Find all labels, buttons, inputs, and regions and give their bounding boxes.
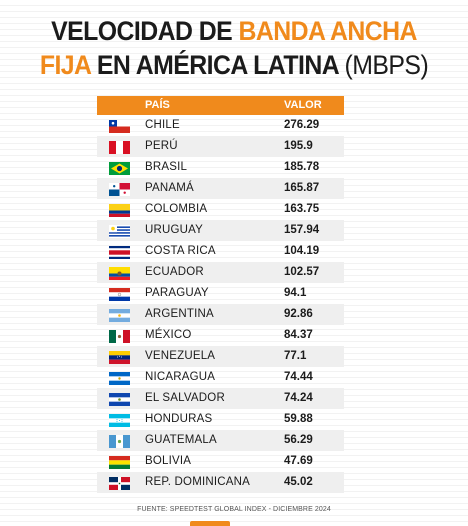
speed-value: 74.44 <box>284 371 313 383</box>
chile-flag-icon <box>109 120 130 133</box>
title-unit: (MBPS) <box>344 50 429 80</box>
country-name: BOLIVIA <box>145 455 192 467</box>
nicaragua-flag-icon <box>109 372 130 385</box>
table-row: CHILE 276.29 <box>97 115 344 136</box>
table-row: COSTA RICA 104.19 <box>97 241 344 262</box>
table-row: BOLIVIA 47.69 <box>97 451 344 472</box>
el-salvador-flag-icon <box>109 393 130 406</box>
bolivia-flag-icon <box>109 456 130 469</box>
table-row: ECUADOR 102.57 <box>97 262 344 283</box>
costa-rica-flag-icon <box>109 246 130 259</box>
table-row: REP. DOMINICANA 45.02 <box>97 472 344 493</box>
table-row: URUGUAY 157.94 <box>97 220 344 241</box>
header-country: PAÍS <box>145 99 170 111</box>
title-part: EN AMÉRICA LATINA <box>90 50 345 80</box>
source-note: FUENTE: SPEEDTEST GLOBAL INDEX - DICIEMB… <box>137 506 331 513</box>
country-name: EL SALVADOR <box>145 392 225 404</box>
paraguay-flag-icon <box>109 288 130 301</box>
country-name: ECUADOR <box>145 266 204 278</box>
country-name: GUATEMALA <box>145 434 217 446</box>
table-row: BRASIL 185.78 <box>97 157 344 178</box>
brazil-flag-icon <box>109 162 130 175</box>
table-row: ARGENTINA 92.86 <box>97 304 344 325</box>
speed-value: 157.94 <box>284 224 320 236</box>
honduras-flag-icon <box>109 414 130 427</box>
speed-value: 195.9 <box>284 140 313 152</box>
speed-value: 165.87 <box>284 182 320 194</box>
table-row: PERÚ 195.9 <box>97 136 344 157</box>
speed-value: 104.19 <box>284 245 320 257</box>
speed-value: 276.29 <box>284 119 320 131</box>
venezuela-flag-icon <box>109 351 130 364</box>
table-row: EL SALVADOR 74.24 <box>97 388 344 409</box>
country-name: REP. DOMINICANA <box>145 476 251 488</box>
speed-value: 94.1 <box>284 287 307 299</box>
table-row: COLOMBIA 163.75 <box>97 199 344 220</box>
country-name: NICARAGUA <box>145 371 216 383</box>
title-accent: FIJA <box>39 50 91 80</box>
table-row: PARAGUAY 94.1 <box>97 283 344 304</box>
speed-value: 102.57 <box>284 266 320 278</box>
country-name: BRASIL <box>145 161 188 173</box>
table-row: MÉXICO 84.37 <box>97 325 344 346</box>
speed-value: 163.75 <box>284 203 320 215</box>
header-value: VALOR <box>284 99 322 111</box>
country-name: ARGENTINA <box>145 308 214 320</box>
country-name: PANAMÁ <box>145 182 194 194</box>
speed-value: 77.1 <box>284 350 307 362</box>
country-name: PARAGUAY <box>145 287 209 299</box>
country-name: CHILE <box>145 119 180 131</box>
logo-strip <box>190 521 230 526</box>
title-accent: BANDA ANCHA <box>238 16 418 46</box>
page-title: VELOCIDAD DE BANDA ANCHA FIJA EN AMÉRICA… <box>19 14 450 82</box>
title-part: VELOCIDAD DE <box>51 16 239 46</box>
mexico-flag-icon <box>109 330 130 343</box>
argentina-flag-icon <box>109 309 130 322</box>
table-row: PANAMÁ 165.87 <box>97 178 344 199</box>
country-name: VENEZUELA <box>145 350 216 362</box>
table-body: CHILE 276.29 PERÚ 195.9 BRASIL 185.78 PANAMÁ 16… <box>97 115 344 493</box>
uruguay-flag-icon <box>109 225 130 238</box>
speed-value: 56.29 <box>284 434 313 446</box>
guatemala-flag-icon <box>109 435 130 448</box>
speed-value: 45.02 <box>284 476 313 488</box>
country-name: HONDURAS <box>145 413 213 425</box>
table-header: PAÍS VALOR <box>97 96 344 115</box>
country-name: COLOMBIA <box>145 203 208 215</box>
country-name: URUGUAY <box>145 224 204 236</box>
panama-flag-icon <box>109 183 130 196</box>
country-name: MÉXICO <box>145 329 192 341</box>
table-row: NICARAGUA 74.44 <box>97 367 344 388</box>
country-name: PERÚ <box>145 140 178 152</box>
speed-table: PAÍS VALOR CHILE 276.29 PERÚ 195.9 BRASIL 185… <box>97 96 344 493</box>
dominican-republic-flag-icon <box>109 477 130 490</box>
table-row: GUATEMALA 56.29 <box>97 430 344 451</box>
table-row: VENEZUELA 77.1 <box>97 346 344 367</box>
speed-value: 47.69 <box>284 455 313 467</box>
table-row: HONDURAS 59.88 <box>97 409 344 430</box>
ecuador-flag-icon <box>109 267 130 280</box>
peru-flag-icon <box>109 141 130 154</box>
speed-value: 185.78 <box>284 161 320 173</box>
speed-value: 84.37 <box>284 329 313 341</box>
speed-value: 59.88 <box>284 413 313 425</box>
country-name: COSTA RICA <box>145 245 216 257</box>
speed-value: 74.24 <box>284 392 313 404</box>
colombia-flag-icon <box>109 204 130 217</box>
speed-value: 92.86 <box>284 308 313 320</box>
